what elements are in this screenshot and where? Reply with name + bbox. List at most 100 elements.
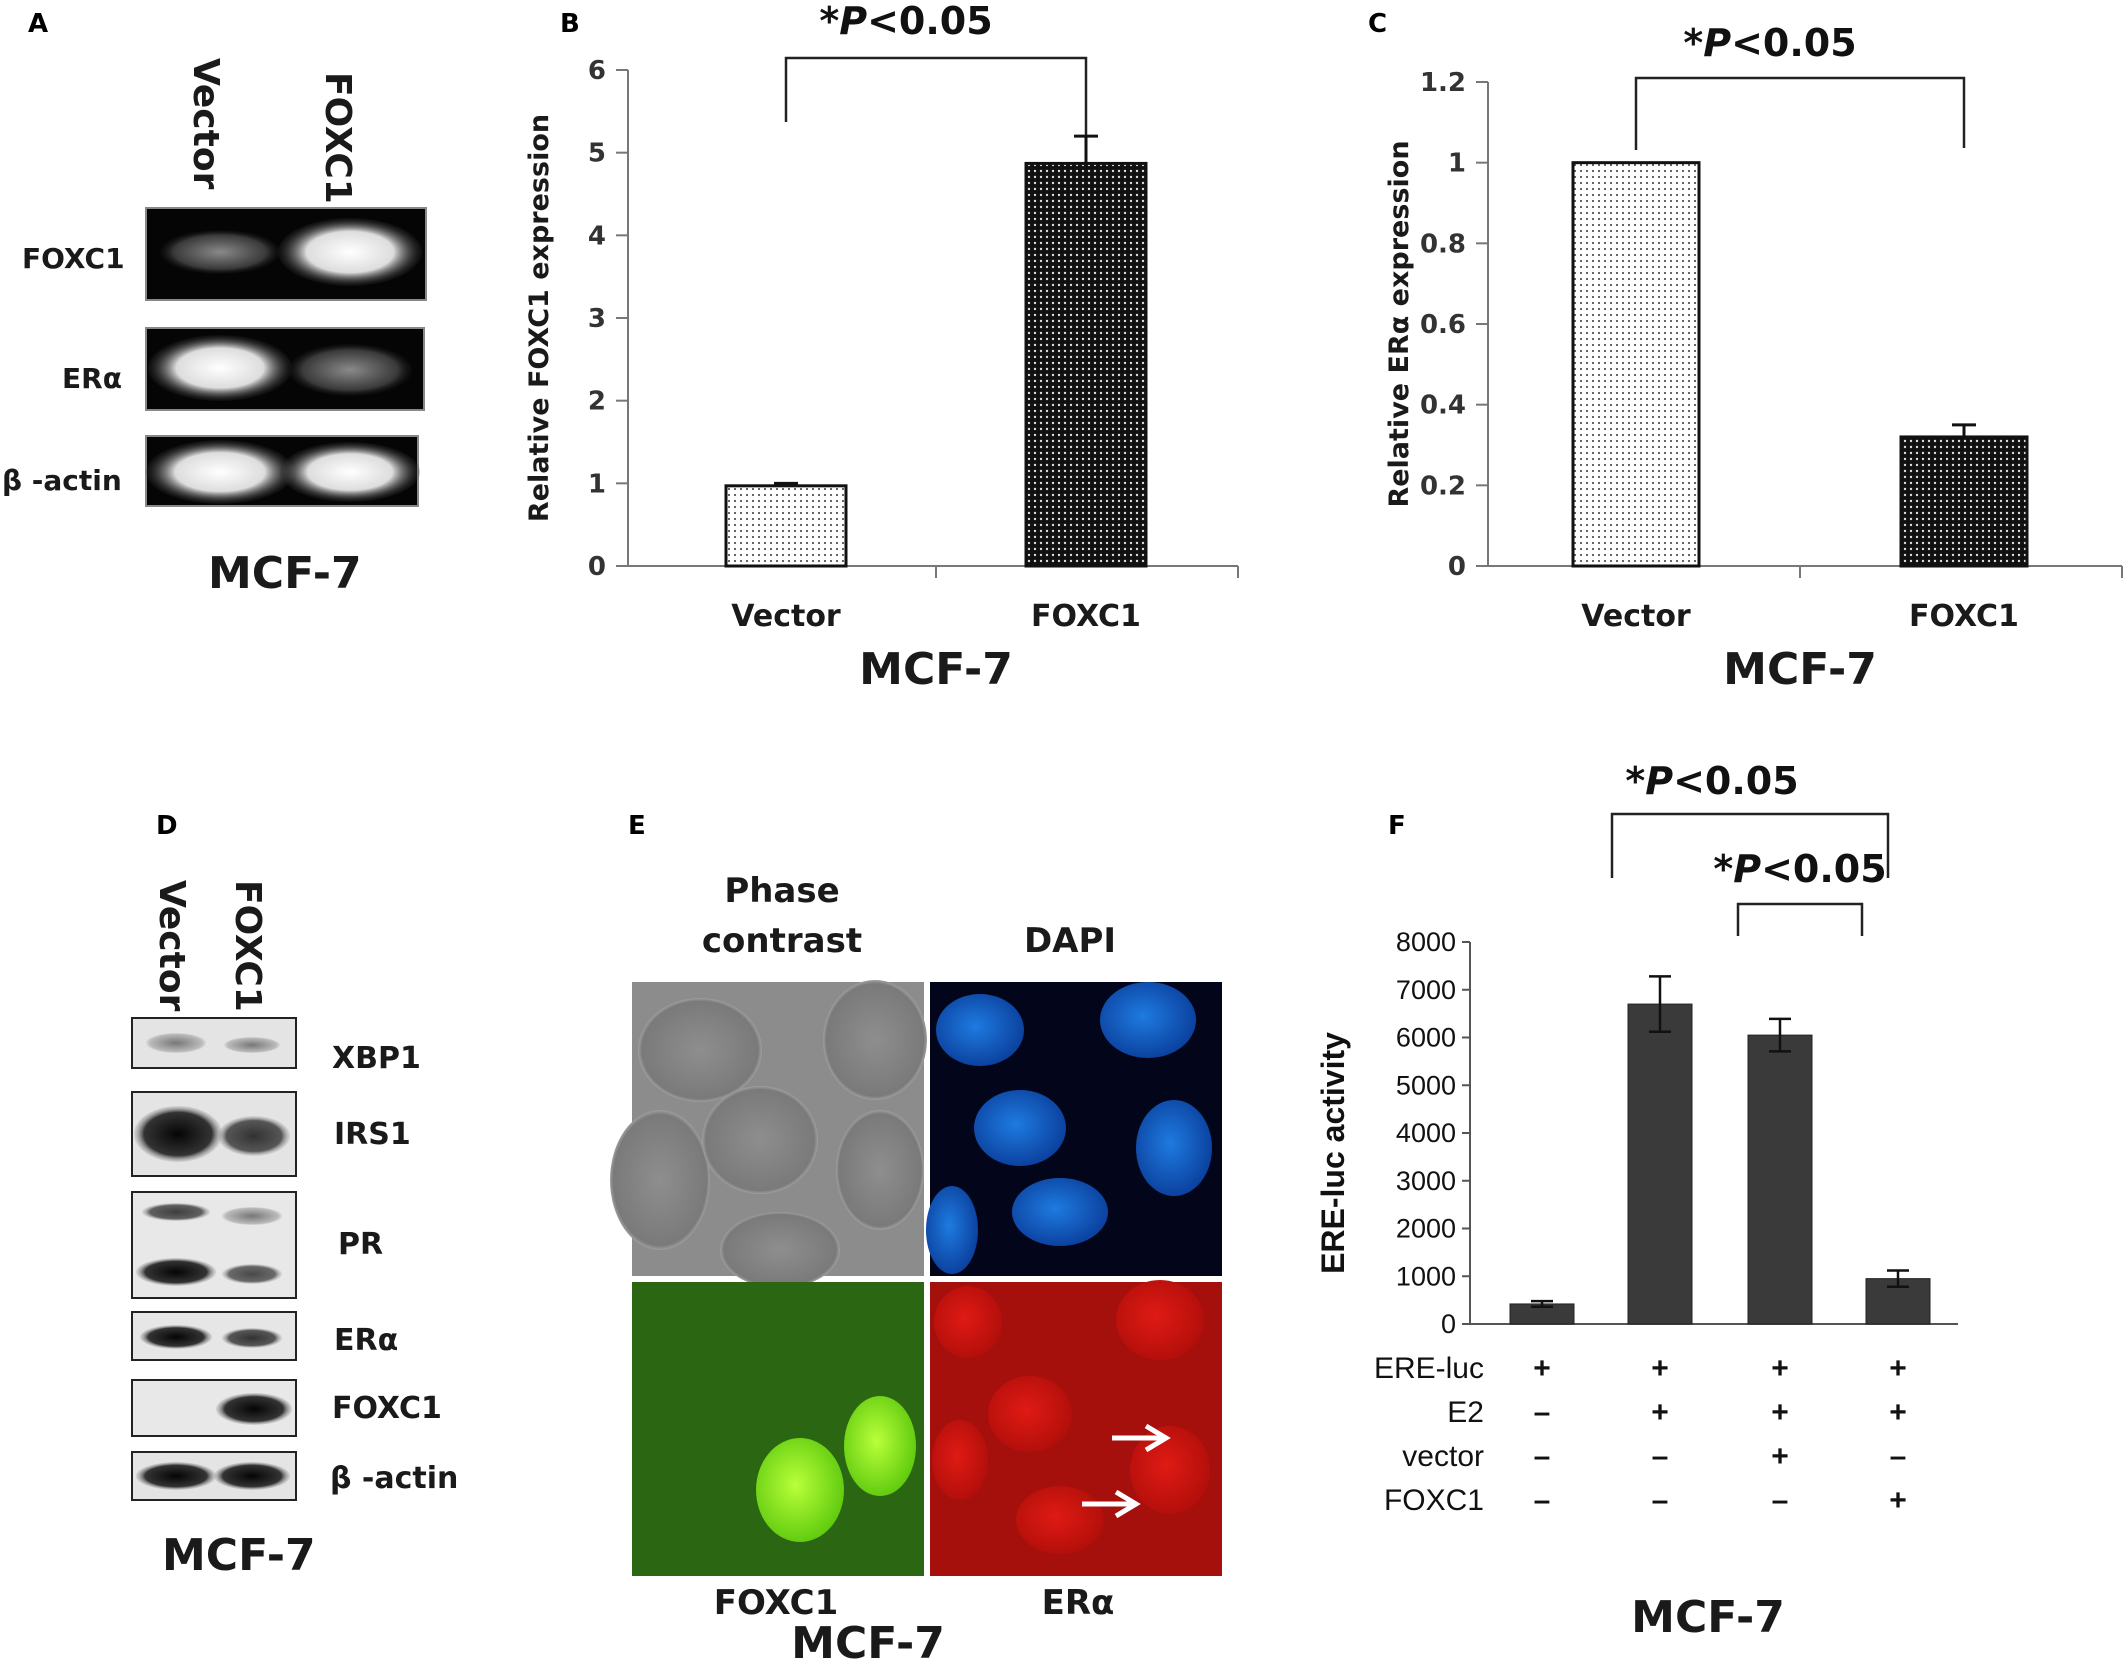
significance-label: *P<0.05	[819, 0, 992, 43]
y-tick-label: 1000	[1396, 1261, 1456, 1291]
wb-strip-era	[131, 1311, 297, 1361]
condition-cell: +	[1651, 1396, 1669, 1429]
y-tick-label: 0.8	[1420, 229, 1466, 259]
label-dapi: DAPI	[1024, 921, 1116, 961]
wb-row-label-xbp1: XBP1	[332, 1041, 421, 1076]
wb-row-label-irs1: IRS1	[334, 1117, 411, 1152]
y-tick-label: 1.2	[1420, 68, 1466, 98]
condition-cell: –	[1890, 1440, 1907, 1473]
significance-label: *P<0.05	[1683, 21, 1856, 65]
y-tick-label: 6	[588, 56, 606, 86]
wb-strip-pr	[131, 1191, 297, 1299]
panel-a-letter: A	[28, 9, 48, 39]
label-foxc1: FOXC1	[714, 1583, 839, 1623]
y-tick-label: 5000	[1396, 1070, 1456, 1100]
condition-cell: –	[1534, 1396, 1551, 1429]
panel-d-letter: D	[156, 811, 178, 841]
panel-d: D Vector FOXC1 XBP1 IRS1 PR	[131, 811, 458, 1581]
condition-cell: +	[1771, 1352, 1789, 1385]
significance-label: *P<0.05	[1713, 847, 1886, 891]
gel-strip-era	[145, 327, 425, 411]
condition-cell: –	[1534, 1484, 1551, 1517]
y-tick-label: 0	[1441, 1309, 1456, 1339]
panel-e: E Phase contrast DAPI	[610, 811, 1222, 1661]
x-category-label: FOXC1	[1031, 599, 1141, 634]
y-tick-label: 2000	[1396, 1214, 1456, 1244]
wb-row-label-actin: β -actin	[330, 1461, 458, 1496]
bar	[1024, 161, 1148, 568]
y-tick-label: 0.2	[1420, 471, 1466, 501]
wb-row-label-era: ERα	[334, 1323, 398, 1358]
condition-cell: –	[1772, 1484, 1789, 1517]
y-tick-label: 1	[588, 469, 606, 499]
panel-b-letter: B	[560, 9, 580, 39]
panel-c-letter: C	[1368, 9, 1387, 39]
image-era	[930, 1280, 1222, 1576]
panel-e-cell-line: MCF-7	[791, 1618, 945, 1661]
wb-strip-xbp1	[131, 1017, 297, 1069]
y-tick-label: 4000	[1396, 1118, 1456, 1148]
wb-lane-label-vector: Vector	[151, 880, 192, 1012]
y-tick-label: 8000	[1396, 927, 1456, 957]
y-tick-label: 7000	[1396, 975, 1456, 1005]
condition-cell: –	[1652, 1484, 1669, 1517]
condition-cell: +	[1889, 1484, 1907, 1517]
condition-cell: +	[1651, 1352, 1669, 1385]
condition-cell: –	[1534, 1440, 1551, 1473]
panel-c: C 0 0.2 0.4 0.6 0.8 1 1.2 Vector FOXC1 *P<0.05 Rel…	[1368, 9, 2123, 695]
y-tick-label: 4	[588, 221, 606, 251]
condition-row-label: FOXC1	[1384, 1484, 1484, 1517]
bar	[1899, 435, 2029, 568]
y-axis-label: ERE-luc activity	[1315, 1032, 1351, 1274]
y-tick-label: 3	[588, 304, 606, 334]
gel-row-label-foxc1: FOXC1	[22, 242, 125, 275]
condition-row-label: E2	[1447, 1396, 1484, 1429]
panel-a-cell-line: MCF-7	[208, 548, 362, 599]
arrow-icon	[1112, 1423, 1171, 1453]
condition-cell: +	[1771, 1440, 1789, 1473]
label-phase-line2: contrast	[702, 921, 862, 961]
arrow-icon	[1082, 1489, 1141, 1519]
y-tick-label: 6000	[1396, 1023, 1456, 1053]
panel-e-letter: E	[628, 811, 646, 841]
x-axis-label: MCF-7	[1723, 644, 1877, 695]
y-tick-label: 2	[588, 387, 606, 417]
y-tick-label: 0	[588, 552, 606, 582]
y-tick-label: 1	[1448, 149, 1466, 179]
panel-a: A Vector FOXC1 FOXC1 ERα β -actin MCF-7	[2, 9, 427, 599]
panel-f: F 0 1000 2000 3000 4000 5000 6000 7000 8000 ERE-l…	[1315, 759, 1958, 1643]
significance-bracket	[1610, 812, 1890, 878]
wb-strip-actin	[131, 1451, 297, 1501]
panel-b: B 0 1 2 3 4 5 6 Vector FOXC1 *P<0.05 Relative FOXC…	[524, 0, 1239, 695]
gel-row-label-actin: β -actin	[2, 464, 122, 497]
wb-lane-label-foxc1: FOXC1	[227, 880, 268, 1012]
label-era: ERα	[1042, 1583, 1115, 1623]
condition-cell: +	[1889, 1396, 1907, 1429]
image-foxc1	[632, 1282, 924, 1576]
bar	[724, 484, 848, 568]
x-category-label: FOXC1	[1909, 599, 2019, 634]
significance-bracket	[1634, 76, 1966, 150]
bar	[1627, 1003, 1693, 1325]
y-tick-label: 3000	[1396, 1166, 1456, 1196]
panel-f-letter: F	[1388, 811, 1406, 841]
wb-row-label-pr: PR	[338, 1227, 383, 1262]
y-tick-label: 0.6	[1420, 310, 1466, 340]
x-category-label: Vector	[731, 599, 841, 634]
lane-label-vector: Vector	[185, 58, 226, 190]
lane-label-foxc1: FOXC1	[317, 72, 358, 204]
condition-cell: +	[1889, 1352, 1907, 1385]
condition-cell: +	[1533, 1352, 1551, 1385]
x-axis-label: MCF-7	[1631, 1592, 1785, 1643]
y-tick-label: 0.4	[1420, 391, 1466, 421]
x-category-label: Vector	[1581, 599, 1691, 634]
condition-row-label: ERE-luc	[1374, 1352, 1484, 1385]
gel-strip-foxc1	[145, 207, 427, 301]
bar	[1747, 1034, 1813, 1325]
bar	[1571, 161, 1701, 568]
y-axis-label: Relative ERα expression	[1384, 140, 1415, 507]
condition-row-label: vector	[1402, 1440, 1484, 1473]
y-axis-label: Relative FOXC1 expression	[524, 114, 555, 522]
gel-row-label-era: ERα	[62, 362, 122, 395]
significance-label: *P<0.05	[1625, 759, 1798, 803]
